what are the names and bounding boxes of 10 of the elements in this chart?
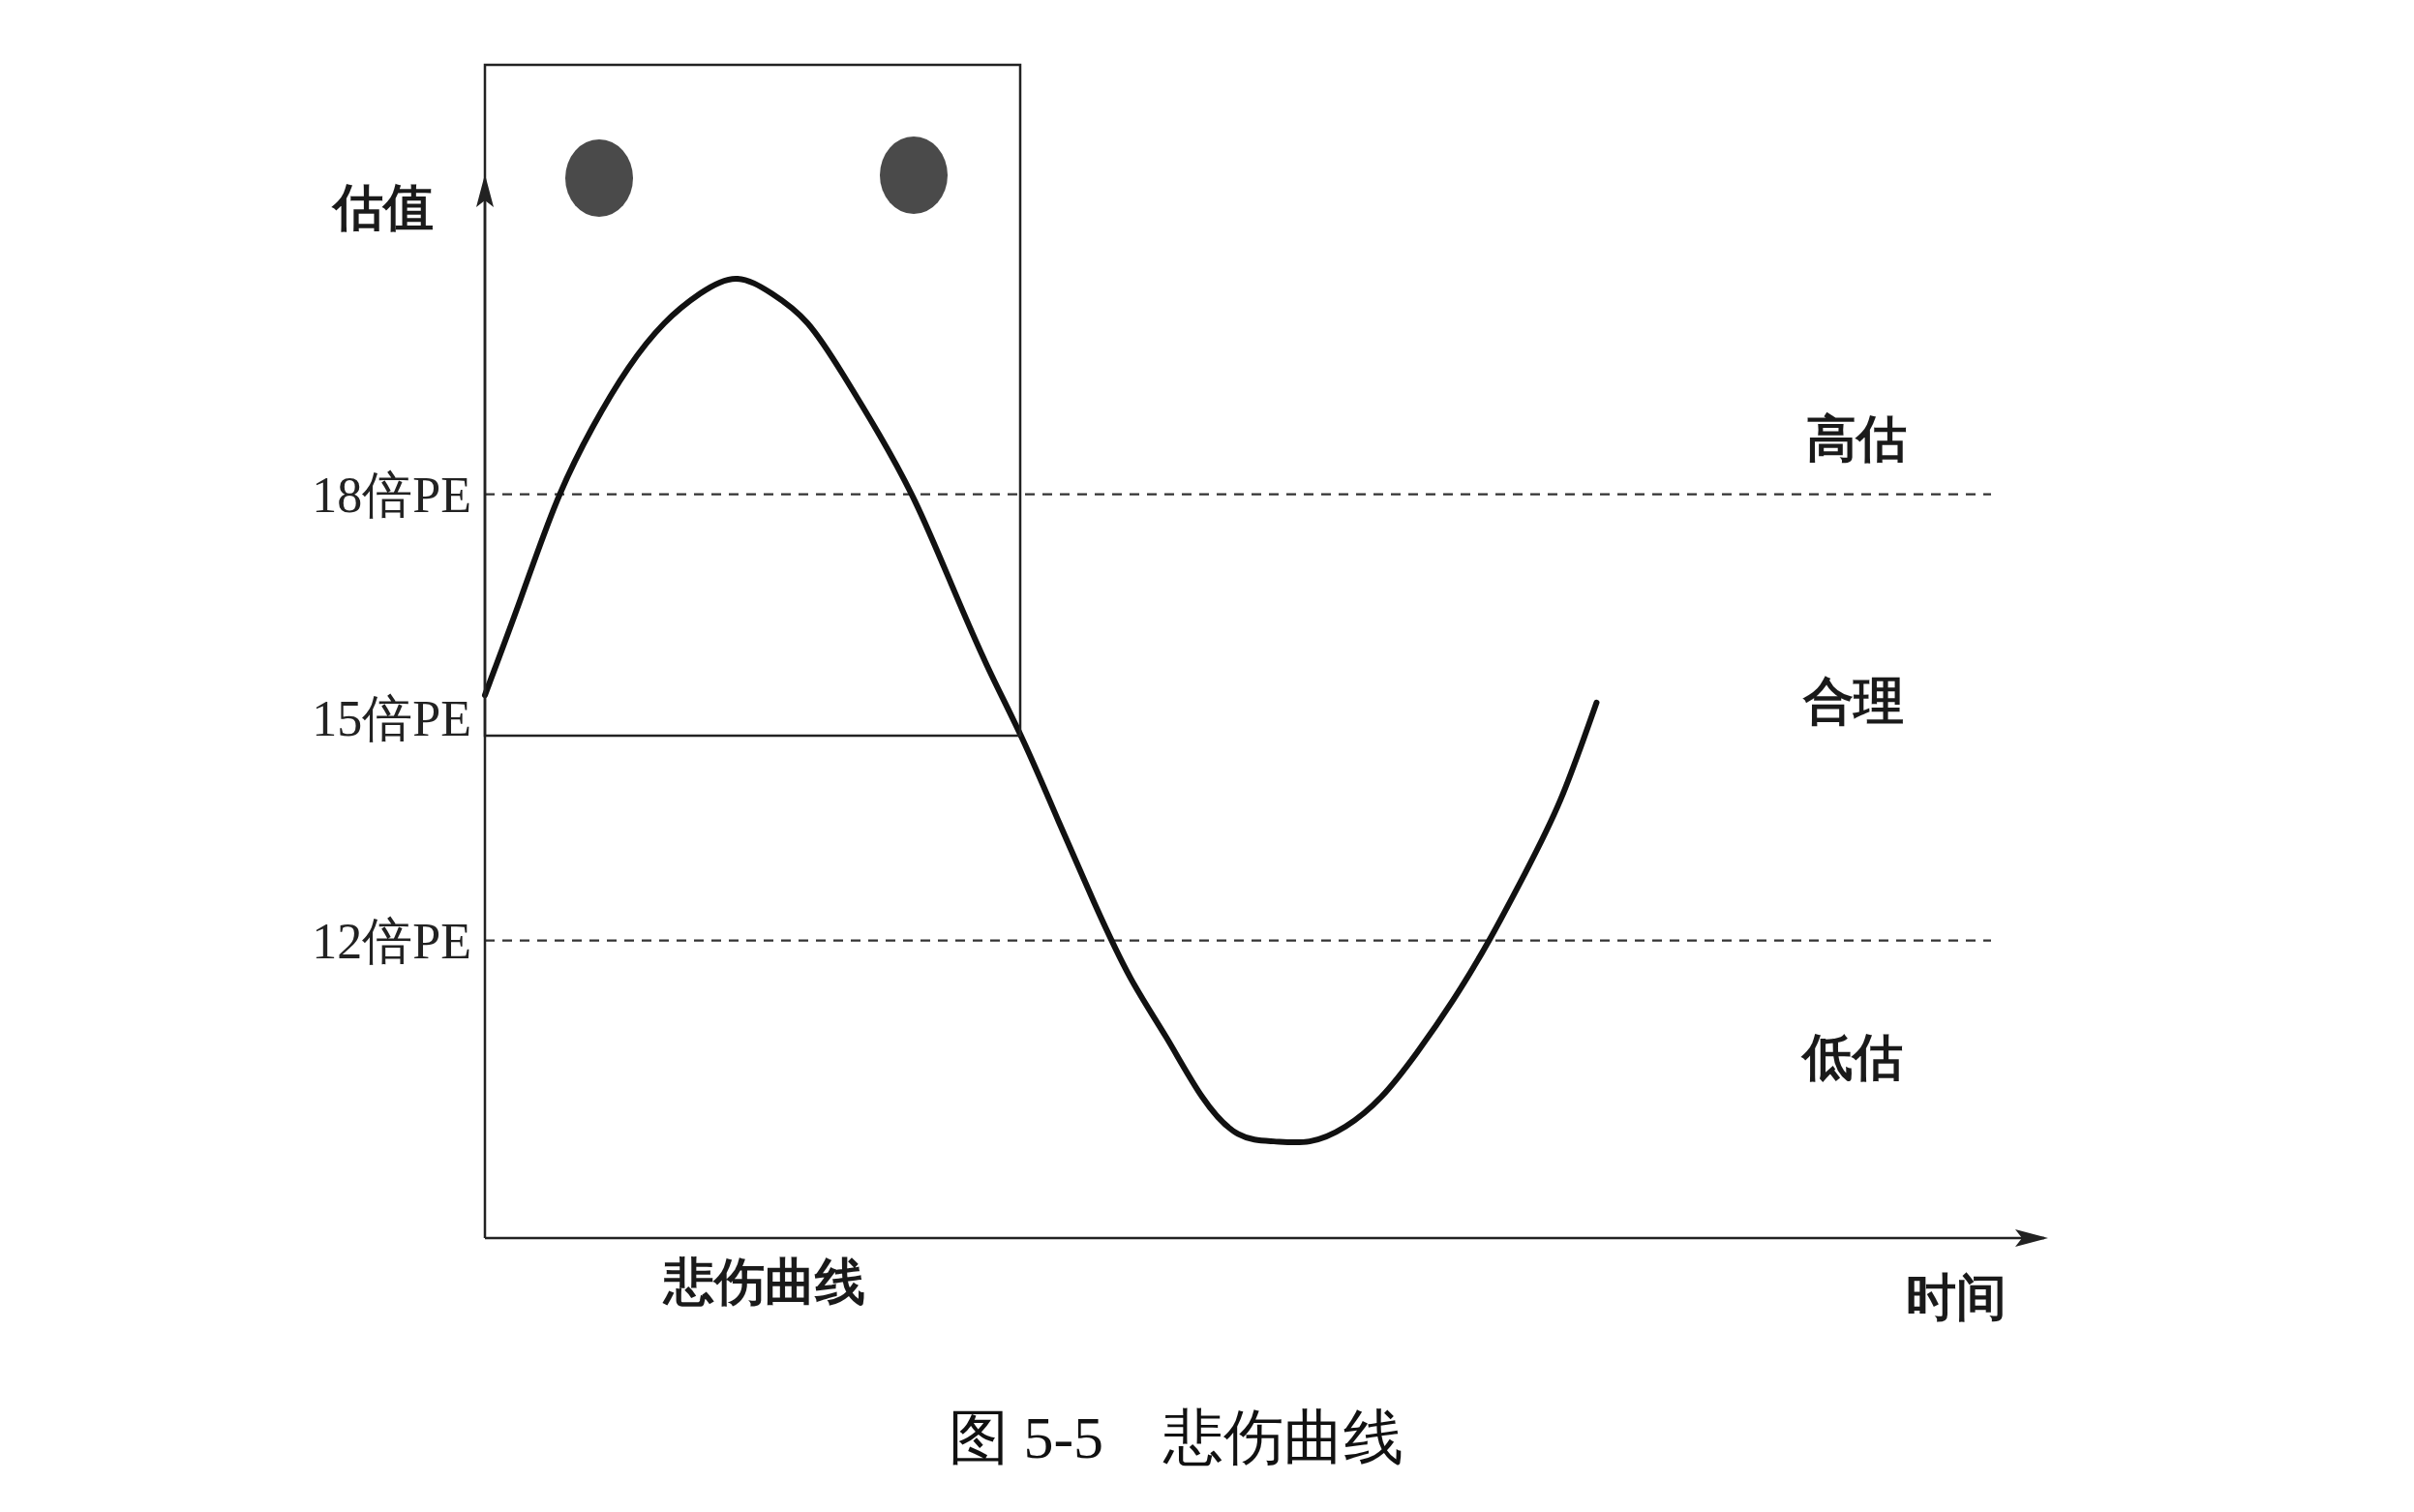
y-axis-title: 估值 [331, 178, 434, 236]
y-tick-label: 18倍PE [312, 468, 471, 524]
text: 图 5-5 悲伤曲线 [948, 1405, 1404, 1470]
y-tick-label: 15倍PE [312, 690, 471, 746]
y-tick-label: 12倍PE [312, 914, 471, 970]
text: 悲伤曲线 [662, 1253, 865, 1311]
x-axis-title: 时间 [1906, 1268, 2007, 1326]
annotation: 高估 [1806, 409, 1907, 468]
annotation: 低估 [1800, 1028, 1903, 1086]
annotation: 合理 [1802, 672, 1904, 730]
